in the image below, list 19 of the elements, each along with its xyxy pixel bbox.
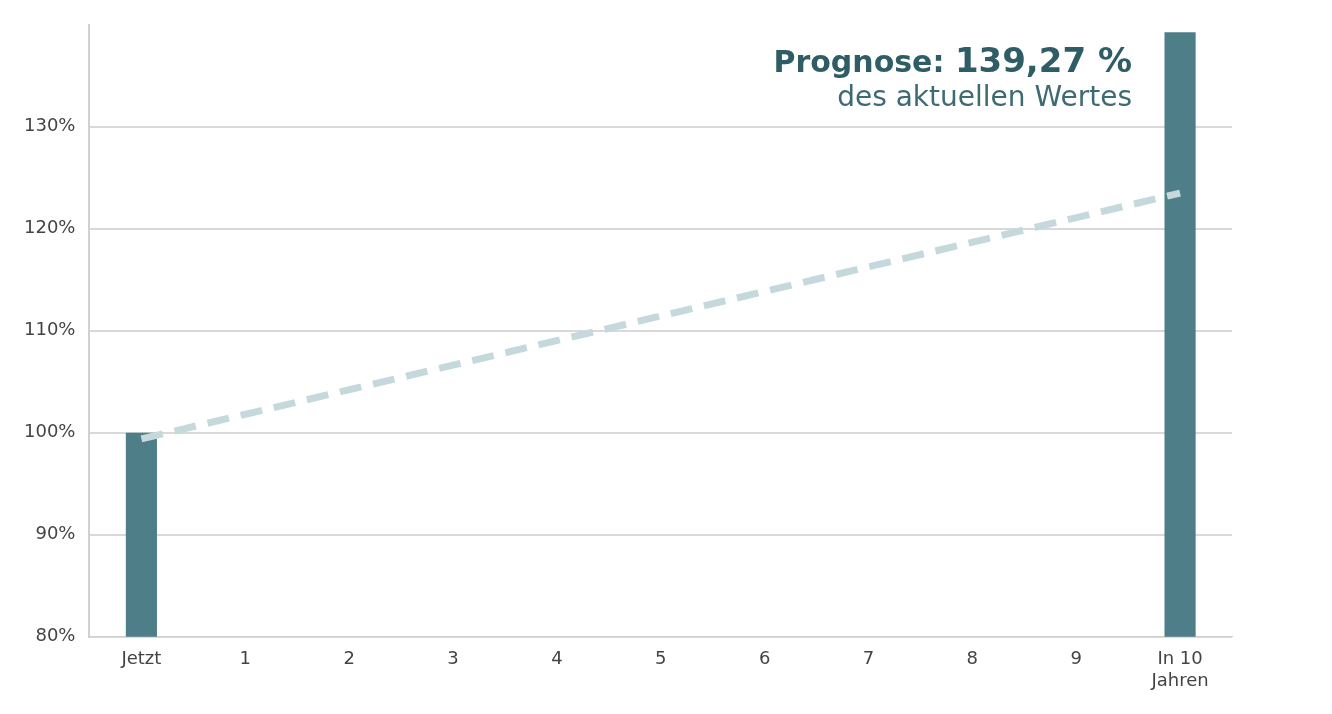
x-tick-label: 4 — [551, 647, 563, 669]
x-tick-label: 5 — [655, 647, 667, 669]
x-tick-label: Jetzt — [120, 647, 162, 669]
annotation: Prognose: 139,27 % — [773, 40, 1132, 80]
x-tick-label: 2 — [343, 647, 355, 669]
y-tick-label: 100% — [23, 420, 76, 442]
y-tick-label: 110% — [23, 318, 76, 340]
x-tick-label: 6 — [758, 647, 771, 669]
x-tick-label: 1 — [239, 647, 251, 669]
y-tick-label: 80% — [35, 624, 76, 646]
x-tick-label: 3 — [447, 647, 459, 669]
y-tick-label: 130% — [23, 114, 76, 136]
y-tick-label: 90% — [35, 522, 76, 544]
annotation: des aktuellen Wertes — [836, 80, 1132, 113]
x-tick-label: 9 — [1070, 647, 1082, 669]
x-tick-label: 7 — [862, 647, 875, 669]
y-tick-label: 120% — [23, 216, 76, 238]
x-tick-label: 8 — [966, 647, 979, 669]
x-tick-label: In 10 Jahren — [1150, 647, 1209, 690]
